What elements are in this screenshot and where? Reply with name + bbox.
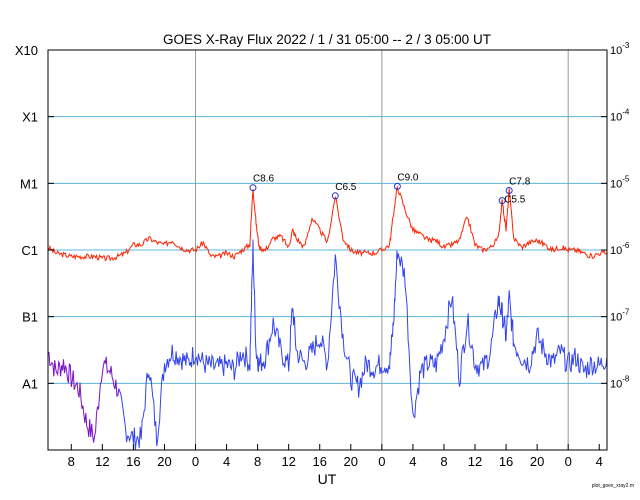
flare-marker	[393, 182, 401, 190]
y-left-tick-label: X10	[15, 43, 38, 58]
flare-label: C8.6	[253, 174, 275, 185]
y-right-tick-label: 10-8	[610, 374, 630, 390]
y-right-axis: 10-3 10-4 10-5 10-6 10-7 10-8	[601, 41, 630, 390]
flare-label: C7.8	[509, 177, 531, 188]
y-right-tick-label: 10-4	[610, 108, 630, 124]
x-tick-label: 4	[596, 454, 603, 469]
x-tick-label: 16	[499, 454, 513, 469]
long-channel-series	[47, 185, 608, 262]
x-tick-label: 0	[378, 454, 385, 469]
flare-marker	[498, 197, 506, 205]
long-channel-line	[47, 185, 608, 262]
x-tick-label: 8	[440, 454, 447, 469]
y-right-tick-label: 10-6	[610, 241, 630, 257]
y-left-tick-label: B1	[22, 310, 38, 325]
y-left-tick-label: X1	[22, 110, 38, 125]
credit-label: plot_goes_xray2.m	[592, 483, 634, 489]
x-tick-label: 20	[530, 454, 544, 469]
flare-markers: C8.6 C6.5 C9.0 C5.5 C7.8	[249, 172, 531, 206]
y-right-tick-label: 10-5	[610, 174, 630, 190]
x-tick-label: 12	[95, 454, 109, 469]
x-axis: 8 12 16 20 0 4 8 12 16 20 0 4 8 12 16 20 0 4	[68, 444, 603, 469]
chart-title: GOES X-Ray Flux 2022 / 1 / 31 05:00 -- 2…	[163, 32, 491, 47]
x-tick-label: 4	[409, 454, 416, 469]
x-tick-label: 8	[68, 454, 75, 469]
x-tick-label: 0	[192, 454, 199, 469]
x-tick-label: 12	[468, 454, 482, 469]
flare-label: C5.5	[504, 195, 526, 206]
flare-marker	[505, 187, 513, 195]
short-channel-line	[118, 239, 608, 450]
y-right-tick-label: 10-3	[610, 41, 630, 57]
x-tick-label: 16	[126, 454, 140, 469]
short-channel-series	[47, 239, 608, 450]
short-channel-line-early	[47, 351, 120, 443]
y-left-tick-label: M1	[20, 176, 38, 191]
x-tick-label: 20	[344, 454, 358, 469]
x-tick-label: 8	[254, 454, 261, 469]
flare-label: C6.5	[335, 182, 357, 193]
y-left-axis: X10 X1 M1 C1 B1 A1	[15, 43, 54, 391]
y-left-tick-label: C1	[21, 243, 38, 258]
x-tick-label: 20	[157, 454, 171, 469]
flare-label: C9.0	[397, 172, 419, 183]
x-tick-label: 16	[313, 454, 327, 469]
x-tick-label: 0	[565, 454, 572, 469]
y-left-tick-label: A1	[22, 376, 38, 391]
y-right-tick-label: 10-7	[610, 308, 630, 324]
flare-marker	[249, 184, 257, 192]
flare-marker	[331, 192, 339, 200]
x-tick-label: 12	[281, 454, 295, 469]
grid-lines	[48, 50, 607, 450]
x-tick-label: 4	[223, 454, 230, 469]
x-axis-label: UT	[318, 471, 337, 487]
